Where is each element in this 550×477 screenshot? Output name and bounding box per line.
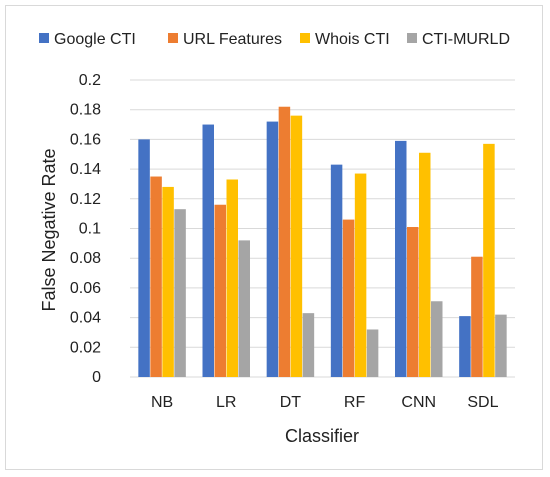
bar-url-features-sdl xyxy=(471,256,483,377)
bar-whois-cti-nb xyxy=(162,186,174,377)
bar-google-cti-cnn xyxy=(395,140,407,377)
bar-whois-cti-dt xyxy=(290,115,303,377)
bar-cti-murld-nb xyxy=(174,209,186,377)
legend-swatch xyxy=(407,33,417,43)
bar-cti-murld-cnn xyxy=(431,301,443,377)
gridlines xyxy=(130,79,515,378)
y-tick-label: 0.16 xyxy=(70,131,101,148)
y-tick-label: 0.2 xyxy=(79,72,101,89)
bar-cti-murld-sdl xyxy=(495,314,507,377)
bar-whois-cti-cnn xyxy=(419,152,431,377)
x-tick-label: LR xyxy=(216,394,236,411)
bar-google-cti-nb xyxy=(138,139,150,377)
bars xyxy=(138,106,507,377)
y-tick-label: 0 xyxy=(92,369,101,386)
y-axis-title: False Negative Rate xyxy=(39,148,59,311)
bar-url-features-rf xyxy=(342,219,355,377)
bar-cti-murld-rf xyxy=(366,329,379,377)
y-tick-label: 0.06 xyxy=(70,280,101,297)
bar-url-features-lr xyxy=(214,204,226,377)
x-tick-labels: NB LR DT RF CNN SDL xyxy=(151,394,499,411)
x-tick-label: DT xyxy=(280,394,302,411)
x-tick-label: RF xyxy=(344,394,366,411)
bar-url-features-dt xyxy=(278,106,291,377)
bar-cti-murld-dt xyxy=(302,313,315,377)
bar-google-cti-dt xyxy=(266,121,279,377)
x-tick-label: NB xyxy=(151,394,173,411)
legend-label: Google CTI xyxy=(54,31,136,48)
x-tick-label: SDL xyxy=(467,394,498,411)
bar-google-cti-rf xyxy=(330,164,343,377)
bar-whois-cti-sdl xyxy=(483,143,495,377)
y-tick-label: 0.08 xyxy=(70,250,101,267)
legend-swatch xyxy=(168,33,178,43)
x-tick-label: CNN xyxy=(401,394,436,411)
bar-google-cti-sdl xyxy=(459,316,471,377)
y-tick-label: 0.12 xyxy=(70,191,101,208)
legend-label: URL Features xyxy=(183,31,282,48)
bar-whois-cti-lr xyxy=(226,179,238,377)
bar-cti-murld-lr xyxy=(238,240,250,377)
y-tick-label: 0.02 xyxy=(70,339,101,356)
y-tick-label: 0.1 xyxy=(79,221,101,238)
x-axis-title: Classifier xyxy=(285,426,359,446)
chart-frame xyxy=(5,5,543,470)
legend-label: Whois CTI xyxy=(315,31,390,48)
bar-url-features-cnn xyxy=(407,227,419,377)
y-tick-label: 0.18 xyxy=(70,102,101,119)
legend-swatch xyxy=(39,33,49,43)
bar-whois-cti-rf xyxy=(354,173,367,377)
legend-swatch xyxy=(300,33,310,43)
y-tick-label: 0.14 xyxy=(70,161,101,178)
y-tick-labels: 0 0.02 0.04 0.06 0.08 0.1 0.12 0.14 0.16 0.18 0.2 xyxy=(70,72,101,386)
y-tick-label: 0.04 xyxy=(70,310,101,327)
legend-label: CTI-MURLD xyxy=(422,31,510,48)
bar-url-features-nb xyxy=(150,176,162,377)
bar-google-cti-lr xyxy=(202,124,214,377)
legend: Google CTI URL Features Whois CTI CTI-MURLD xyxy=(39,31,510,48)
